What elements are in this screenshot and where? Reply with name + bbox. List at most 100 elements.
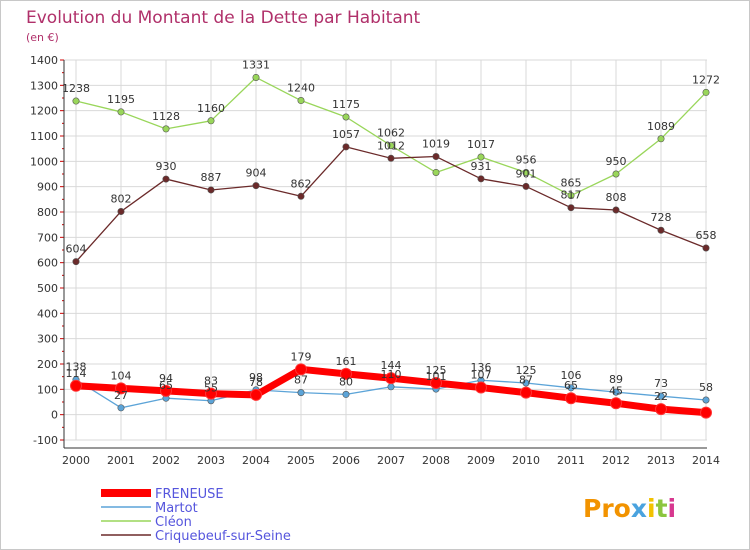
y-tick-label: 600 [37, 257, 58, 270]
data-label: 808 [606, 191, 627, 204]
data-label: 125 [516, 364, 537, 377]
data-point [162, 125, 170, 133]
data-label: 98 [249, 371, 263, 384]
data-point [252, 73, 260, 81]
data-label: 58 [699, 381, 713, 394]
data-point [162, 175, 170, 183]
data-label: 1128 [152, 110, 180, 123]
data-point [522, 182, 530, 190]
data-point [567, 384, 575, 392]
data-label: 161 [336, 355, 357, 368]
y-tick-label: 1400 [30, 54, 58, 67]
data-label: 110 [381, 368, 402, 381]
data-label: 87 [294, 374, 308, 387]
data-point [702, 396, 710, 404]
data-point [567, 204, 575, 212]
logo-letter: i [647, 494, 656, 523]
data-point [387, 154, 395, 162]
data-point [297, 389, 305, 397]
data-point [342, 143, 350, 151]
data-point [340, 367, 352, 380]
data-label: 604 [66, 243, 87, 256]
data-label: 101 [426, 370, 447, 383]
y-tick-label: 0 [51, 409, 58, 422]
logo-letter: t [656, 494, 668, 523]
logo-letter: o [614, 494, 631, 523]
data-label: 1017 [467, 138, 495, 151]
data-point [702, 244, 710, 252]
data-label: 865 [561, 177, 582, 190]
data-label: 931 [471, 160, 492, 173]
data-point [115, 382, 127, 395]
data-label: 107 [471, 369, 492, 382]
chart-title: Evolution du Montant de la Dette par Hab… [26, 8, 421, 28]
data-point [207, 117, 215, 125]
data-label: 1238 [62, 82, 90, 95]
data-label: 104 [111, 369, 132, 382]
data-point [72, 97, 80, 105]
data-label: 1019 [422, 138, 450, 151]
data-point [297, 97, 305, 105]
x-tick-label: 2000 [62, 454, 90, 467]
data-point [342, 390, 350, 398]
x-tick-label: 2008 [422, 454, 450, 467]
data-label: 65 [159, 379, 173, 392]
data-label: 1089 [647, 120, 675, 133]
data-point [610, 397, 622, 410]
data-label: 1057 [332, 128, 360, 141]
data-point [565, 392, 577, 405]
logo-letter: i [668, 494, 677, 523]
data-point [700, 406, 712, 419]
y-tick-label: 700 [37, 231, 58, 244]
chart-subtitle: (en €) [26, 31, 59, 44]
data-label: 1175 [332, 98, 360, 111]
data-label: 802 [111, 192, 132, 205]
y-tick-label: 800 [37, 206, 58, 219]
x-tick-label: 2003 [197, 454, 225, 467]
data-label: 862 [291, 177, 312, 190]
x-tick-label: 2009 [467, 454, 495, 467]
legend-label: Cléon [155, 515, 192, 530]
data-point [250, 388, 262, 401]
data-label: 1062 [377, 127, 405, 140]
data-point [430, 377, 442, 389]
plot-area: -100 0 100 200 300 400 500 600 700 800 900 1000 1100… [30, 54, 720, 467]
data-point [387, 142, 395, 150]
data-label: 817 [561, 189, 582, 202]
data-label: 83 [204, 375, 218, 388]
data-label: 89 [609, 373, 623, 386]
data-label: 901 [516, 167, 537, 180]
data-point [702, 88, 710, 96]
data-point [252, 182, 260, 190]
x-tick-label: 2007 [377, 454, 405, 467]
data-point [475, 381, 487, 394]
data-point [295, 363, 307, 376]
y-tick-label: 1300 [30, 79, 58, 92]
data-point [207, 186, 215, 194]
data-point [522, 168, 530, 176]
data-label: 65 [564, 379, 578, 392]
data-point [117, 207, 125, 215]
data-label: 94 [159, 372, 173, 385]
y-tick-label: 1200 [30, 105, 58, 118]
data-label: 930 [156, 160, 177, 173]
data-label: 1160 [197, 102, 225, 115]
data-point [477, 153, 485, 161]
data-label: 887 [201, 171, 222, 184]
x-tick-label: 2014 [692, 454, 720, 467]
data-label: 27 [114, 389, 128, 402]
y-tick-label: 900 [37, 181, 58, 194]
data-point [117, 108, 125, 116]
proxiti-logo: Proxiti [583, 494, 676, 523]
data-point [432, 168, 440, 176]
data-label: 45 [609, 384, 623, 397]
logo-letter: r [601, 494, 614, 523]
data-label: 1272 [692, 73, 720, 86]
legend-label: Martot [155, 501, 198, 516]
data-label: 950 [606, 155, 627, 168]
data-label: 956 [516, 153, 537, 166]
y-tick-label: 400 [37, 307, 58, 320]
data-point [477, 175, 485, 183]
data-point [657, 135, 665, 143]
data-label: 1012 [377, 139, 405, 152]
